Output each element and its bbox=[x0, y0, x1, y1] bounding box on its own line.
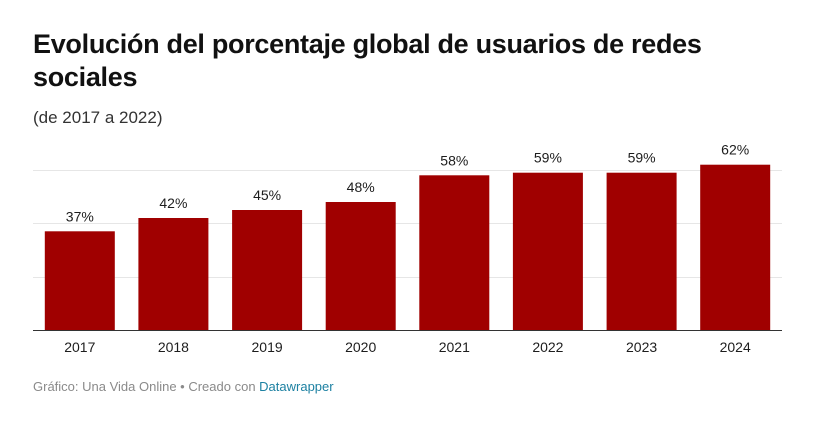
chart-title: Evolución del porcentaje global de usuar… bbox=[33, 29, 702, 92]
bar-2023 bbox=[606, 172, 677, 330]
x-tick-label-2022: 2022 bbox=[532, 339, 563, 355]
x-tick-label-2024: 2024 bbox=[720, 339, 751, 355]
chart-footer: Gráfico: Una Vida Online • Creado con Da… bbox=[33, 379, 334, 394]
bar-value-label-2020: 48% bbox=[347, 179, 375, 195]
x-tick-label-2018: 2018 bbox=[158, 339, 189, 355]
bar-value-label-2019: 45% bbox=[253, 187, 281, 203]
x-tick-label-2021: 2021 bbox=[439, 339, 470, 355]
x-tick-label-2023: 2023 bbox=[626, 339, 657, 355]
bar-value-label-2022: 59% bbox=[534, 150, 562, 166]
bar-2019 bbox=[232, 210, 303, 330]
bar-2017 bbox=[44, 231, 115, 330]
bars bbox=[44, 164, 771, 330]
bar-value-label-2023: 59% bbox=[628, 150, 656, 166]
datawrapper-link[interactable]: Datawrapper bbox=[259, 379, 334, 394]
chart-subtitle: (de 2017 a 2022) bbox=[33, 108, 163, 127]
bar-2020 bbox=[325, 202, 396, 330]
bar-2018 bbox=[138, 218, 209, 330]
bar-value-label-2024: 62% bbox=[721, 142, 749, 158]
x-tick-label-2017: 2017 bbox=[64, 339, 95, 355]
bar-value-label-2017: 37% bbox=[66, 208, 94, 224]
x-axis: 2017 2018 2019 2020 2021 2022 2023 2024 bbox=[33, 330, 782, 355]
bar-2021 bbox=[419, 175, 490, 330]
bar-value-label-2018: 42% bbox=[159, 195, 187, 211]
bar-2022 bbox=[512, 172, 583, 330]
bar-value-labels: 37% 42% 45% 48% 58% 59% 59% 62% bbox=[66, 142, 749, 225]
x-tick-label-2019: 2019 bbox=[252, 339, 283, 355]
bar-2024 bbox=[700, 164, 771, 330]
bar-value-label-2021: 58% bbox=[440, 152, 468, 168]
x-tick-label-2020: 2020 bbox=[345, 339, 376, 355]
bar-chart: 37% 42% 45% 48% 58% 59% 59% 62% 2017 2018 2019 202… bbox=[33, 142, 782, 355]
footer-credit: Gráfico: Una Vida Online • Creado con bbox=[33, 379, 260, 394]
